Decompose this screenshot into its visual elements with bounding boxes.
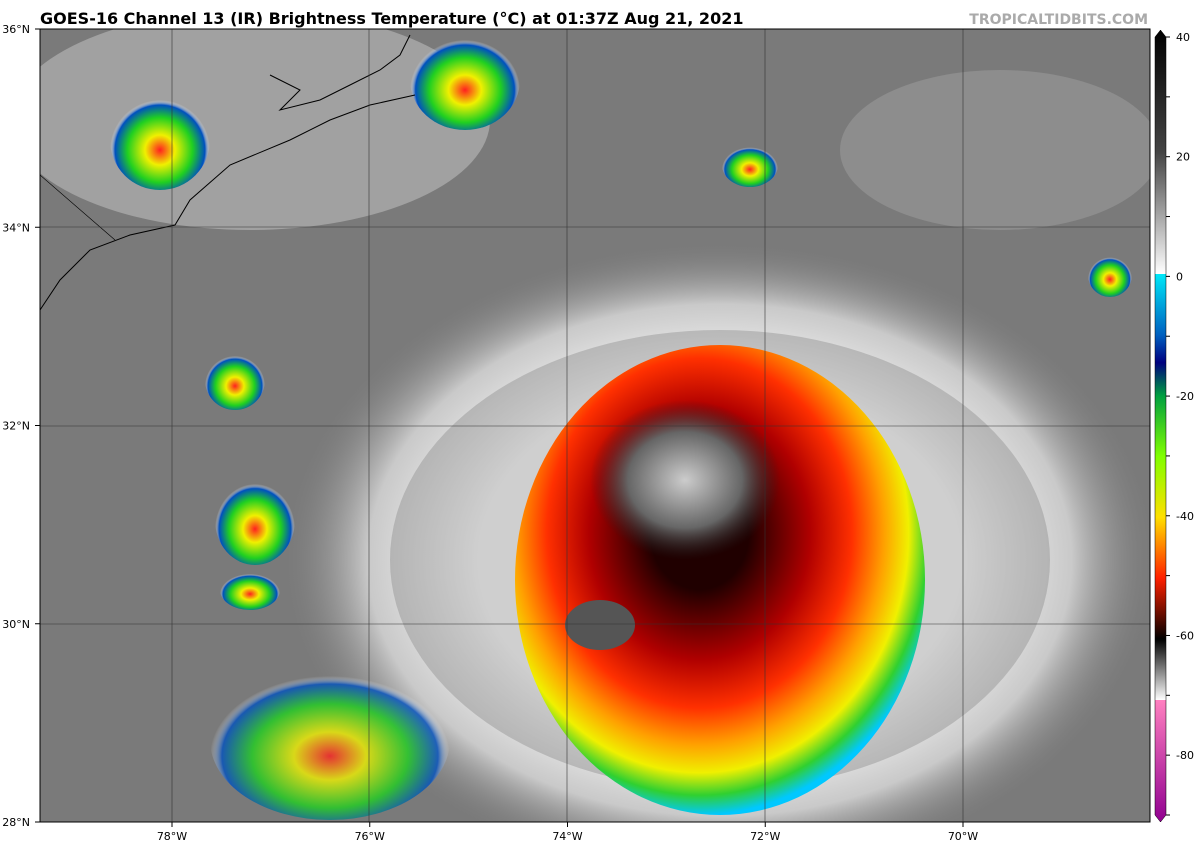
title: GOES-16 Channel 13 (IR) Brightness Tempe… [40,9,743,28]
colorbar-label: -80 [1176,749,1194,762]
lon-label: 70°W [948,830,978,843]
colorbar-label: -40 [1176,510,1194,523]
lon-label: 72°W [750,830,780,843]
lat-label: 32°N [2,420,30,433]
lat-label: 28°N [2,816,30,829]
colorbar-label: 40 [1176,31,1190,44]
lon-label: 76°W [355,830,385,843]
satellite-image [40,29,1150,822]
colorbar-label: -20 [1176,390,1194,403]
colorbar-label: -60 [1176,629,1194,642]
lat-label: 34°N [2,221,30,234]
lat-label: 30°N [2,618,30,631]
watermark: TROPICALTIDBITS.COM [969,12,1148,28]
lon-label: 78°W [157,830,187,843]
lon-label: 74°W [552,830,582,843]
colorbar [1154,29,1167,823]
colorbar-label: 20 [1176,151,1190,164]
colorbar-label: 0 [1176,270,1183,283]
labels: 36°N 34°N 32°N 30°N 28°N 78°W 76°W 74°W 72°W 70°W… [2,23,1194,843]
lat-label: 36°N [2,23,30,36]
